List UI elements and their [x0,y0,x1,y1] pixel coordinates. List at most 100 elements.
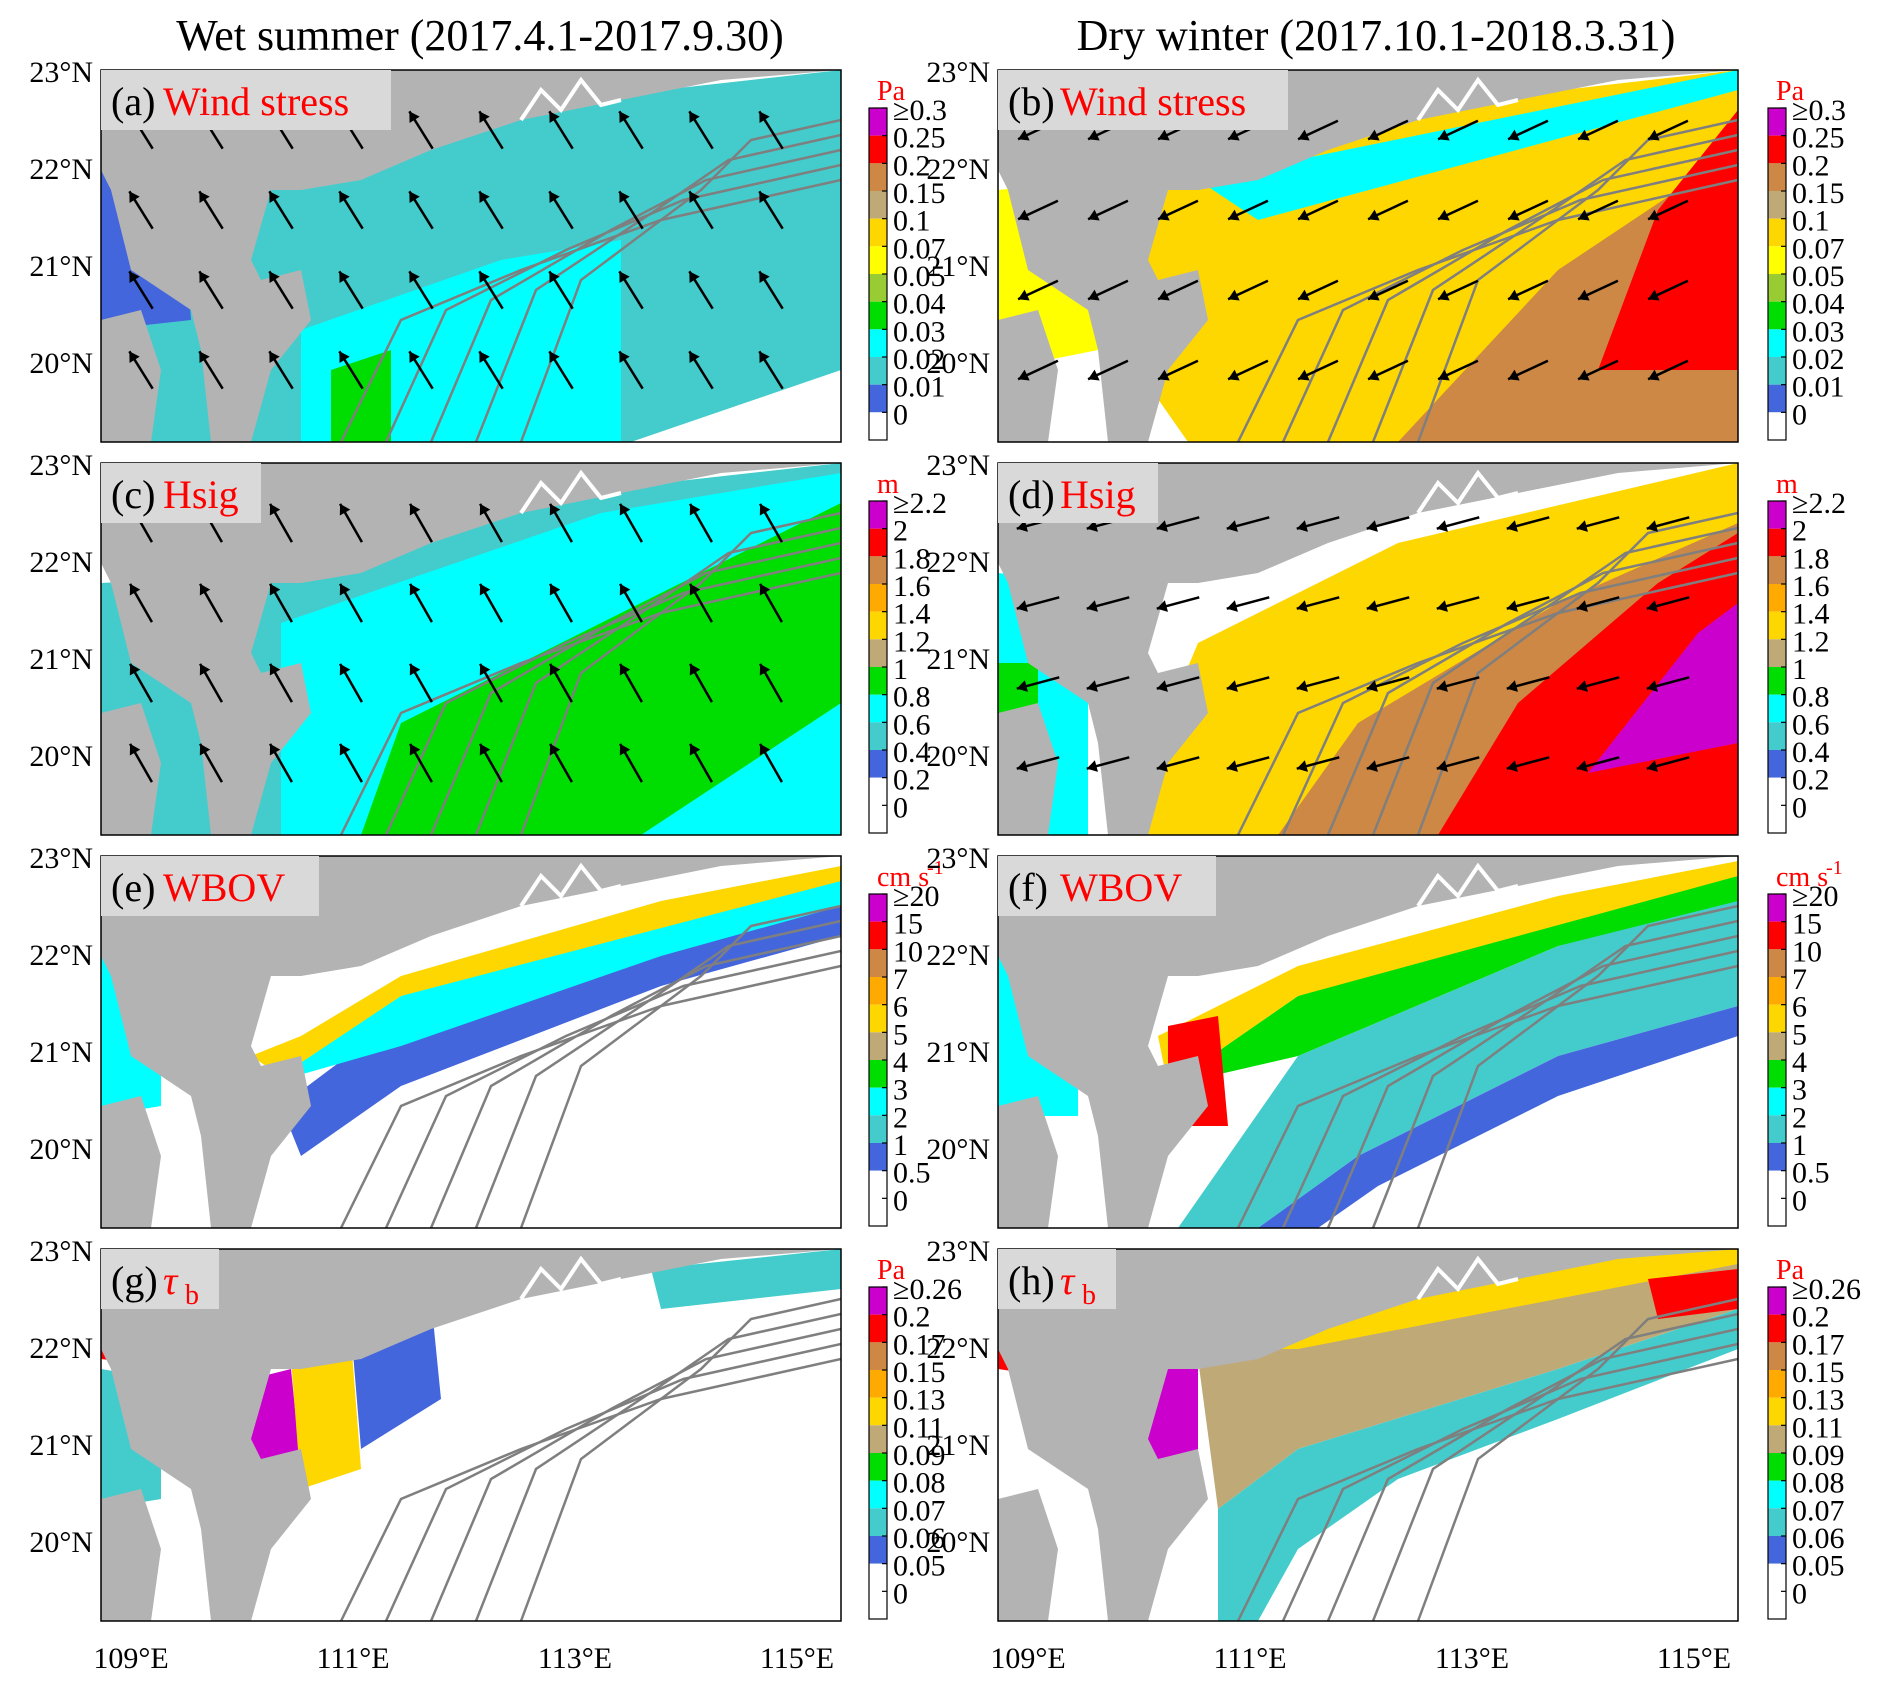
colorbar-swatch [1768,777,1786,806]
arrow-head [1158,369,1170,381]
map-panel-f: (f) WBOV [997,855,1739,1229]
depth-contour [429,934,841,1228]
arrow-head [1648,209,1660,221]
land-mass [101,1249,841,1621]
colorbar-swatch [869,357,887,385]
colorbar-tick-label: 0 [1792,398,1807,431]
arrow-head [689,503,701,516]
arrow-head [1298,129,1310,141]
colorbar-swatch [869,1198,887,1226]
lat-tick-label: 23°N [29,842,93,875]
panel-variable: τ [1060,1258,1076,1303]
land-mass [101,1489,161,1621]
label-box [101,70,391,130]
lat-tick-label: 23°N [926,449,990,482]
colorbar-tick-label: 0.17 [893,1328,946,1361]
colorbar-tick-label: 3 [1792,1074,1807,1107]
arrow-head [689,663,701,676]
colorbar-swatch [1768,1143,1786,1171]
colorbar-swatch [869,611,887,640]
colorbar-swatch [1768,357,1786,385]
map-panel-g: (g) τ b [100,1248,842,1622]
lon-tick-label: 111°E [1213,1642,1286,1675]
colorbar-swatch [1768,667,1786,695]
lat-tick-label: 20°N [29,347,93,380]
arrow-head [199,583,211,596]
arrow-head [409,271,420,284]
colorbar-swatch [869,921,887,950]
lat-tick-label: 21°N [926,643,990,676]
colorbar-swatch [869,584,887,612]
depth-contour [1371,133,1738,442]
colorbar-swatch [869,301,887,330]
arrow-head [1506,680,1518,692]
colorbar-swatch [869,777,887,806]
colorbar-swatch [869,750,887,778]
arrow-head [1646,760,1658,772]
colorbar-swatch [869,1087,887,1116]
colorbar-tick-label: 2 [893,1101,908,1134]
panel-variable: WBOV [1060,865,1182,910]
colorbar-swatch [1768,894,1786,922]
lon-tick-label: 113°E [1435,1642,1509,1675]
colorbar-swatch [869,1508,887,1536]
colorbar-tick-label: 1.2 [893,625,931,658]
shelf-band [1438,533,1738,835]
colorbar-swatch [1768,1397,1786,1426]
colorbar-tick-label: 0.6 [1792,708,1830,741]
arrow-head [1228,209,1240,221]
colorbar-swatch [1768,1198,1786,1226]
depth-contour [1326,1327,1738,1621]
colorbar-tick-label: 0.02 [1792,343,1845,376]
arrow-head [479,743,491,756]
land-mass [101,463,841,835]
lat-tick-label: 23°N [926,1235,990,1268]
arrow-head [689,271,700,284]
panel-label: (c) Hsig [101,463,261,523]
arrow-head [1156,760,1168,772]
depth-contour [474,1312,841,1621]
arrow-head [269,191,280,204]
land-mass [998,1096,1058,1228]
colorbar-swatch [1768,1508,1786,1536]
colorbar-tick-label: 0 [893,1577,908,1610]
coastline [519,862,622,908]
map-panel-d: (d) Hsig [997,462,1739,836]
colorbar-tick-label: 0.06 [1792,1522,1845,1555]
colorbar-tick-label: 7 [893,963,908,996]
colorbar-tick-label: 0.4 [1792,736,1830,769]
arrow-head [1156,680,1168,692]
arrow-head [1016,520,1028,532]
colorbar-tick-label: 0.2 [1792,149,1830,182]
depth-contour [1281,163,1738,442]
arrow-head [1576,600,1588,612]
label-box [998,856,1216,916]
colorbar-tick-label: 0.15 [1792,177,1845,210]
lat-tick-label: 22°N [926,546,990,579]
arrow-head [479,503,491,516]
colorbar-tick-label: 0.05 [1792,260,1845,293]
depth-contour [1326,148,1738,442]
colorbar-swatch [869,1453,887,1481]
colorbar-tick-label: 0.07 [1792,232,1845,265]
arrow-head [1228,129,1240,141]
colorbar-row0-col0: ≥0.30.250.20.150.10.070.050.040.030.020.… [868,76,947,441]
panel-letter: (g) [111,1258,158,1303]
arrow-head [549,191,560,204]
colorbar-tick-label: ≥0.3 [893,94,947,127]
colorbar-swatch [1768,246,1786,274]
colorbar-swatch [869,1314,887,1343]
panel-variable-sub: b [185,1280,199,1311]
colorbar-tick-label: 0.11 [893,1411,944,1444]
arrow-head [129,191,140,204]
colorbar-swatch [869,1287,887,1315]
depth-contour [429,1327,841,1621]
colorbar-tick-label: 0.8 [1792,681,1830,714]
colorbar-swatch [869,1032,887,1060]
colorbar-tick-label: ≥2.2 [1792,487,1846,520]
colorbar-tick-label: ≥2.2 [893,487,947,520]
colorbar-swatch [869,135,887,164]
colorbar-tick-label: 0.13 [1792,1384,1845,1417]
colorbar-swatch [1768,528,1786,557]
colorbar-tick-label: 2 [1792,515,1807,548]
